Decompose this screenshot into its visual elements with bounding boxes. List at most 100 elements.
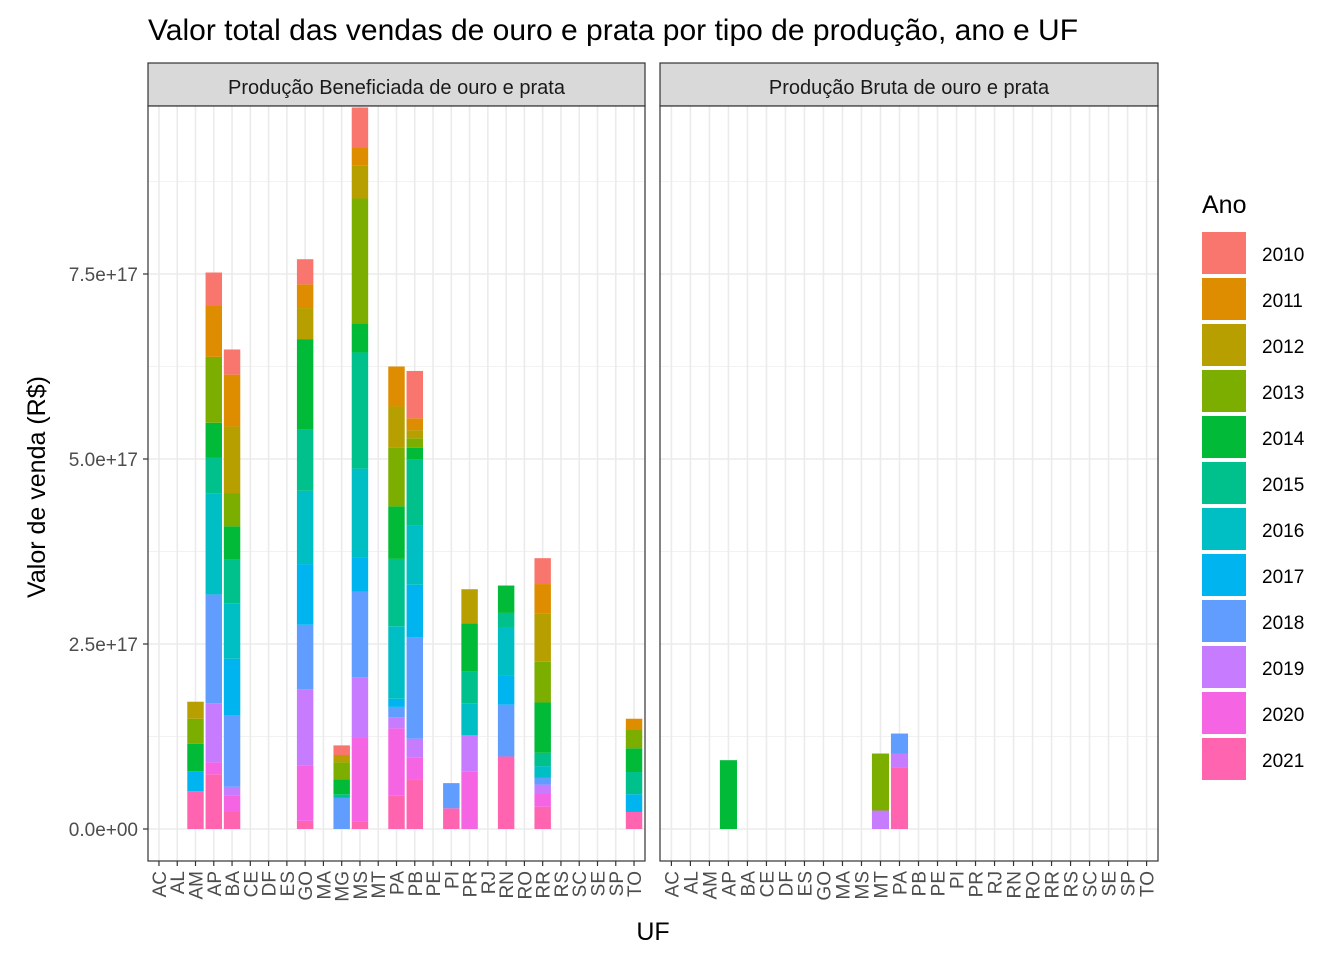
bar-RR-2018 (534, 777, 551, 785)
y-tick-label: 5.0e+17 (69, 450, 138, 471)
legend-item-2013: 2013 (1202, 370, 1304, 412)
legend-item-2018: 2018 (1202, 600, 1304, 642)
x-tick-label: AL (168, 871, 189, 894)
x-tick-label: MT (369, 871, 390, 899)
bar-MS-2016 (351, 468, 369, 558)
legend-label: 2018 (1262, 613, 1304, 634)
x-tick-label: MG (333, 871, 354, 902)
x-tick-label: RR (1043, 871, 1064, 898)
x-tick-label: DF (776, 871, 797, 896)
bar-AM-2014 (187, 743, 204, 772)
x-tick-label: GO (296, 871, 317, 901)
bar-MG-2014 (333, 779, 350, 795)
bar-MG-2018 (333, 797, 350, 829)
bar-PA-2021 (388, 795, 405, 829)
bar-AP-2014 (719, 760, 737, 829)
legend-label: 2021 (1262, 751, 1304, 772)
legend: Ano 2010 2011 2012 2013 2014 2015 2016 2017 2018… (1202, 191, 1305, 780)
bar-BA-2018 (223, 715, 241, 787)
legend-swatch (1202, 554, 1246, 596)
bar-RR-2021 (534, 806, 551, 829)
legend-swatch (1202, 738, 1246, 780)
x-tick-label: PE (424, 871, 445, 896)
facet-panel-2: Produção Bruta de ouro e prata ACALAMAPBA… (659, 62, 1159, 901)
bar-PR-2020 (461, 771, 478, 829)
bar-RN-2018 (497, 704, 515, 757)
bar-MT-2013 (871, 753, 890, 811)
bar-AP-2011 (205, 305, 223, 357)
x-tick-label: PI (442, 871, 463, 889)
bar-TO-2015 (625, 772, 643, 795)
bar-TO-2013 (625, 729, 643, 749)
bar-GO-2014 (296, 339, 314, 430)
facet-strip-label: Produção Bruta de ouro e prata (769, 77, 1050, 99)
bar-MG-2015 (333, 794, 350, 798)
legend-swatch (1202, 508, 1246, 550)
legend-label: 2010 (1262, 245, 1304, 266)
bar-MS-2013 (351, 198, 369, 324)
bar-PR-2015 (461, 671, 478, 704)
legend-item-2016: 2016 (1202, 508, 1304, 550)
bar-PA-2018 (890, 733, 909, 754)
bar-MS-2015 (351, 352, 369, 469)
x-tick-label: SE (1100, 871, 1121, 896)
bar-BA-2016 (223, 603, 241, 659)
bar-GO-2018 (296, 624, 314, 690)
bar-PA-2019 (388, 717, 405, 729)
legend-item-2015: 2015 (1202, 462, 1304, 504)
bar-GO-2019 (296, 689, 314, 766)
bar-GO-2021 (296, 820, 314, 829)
x-tick-label: MA (314, 871, 335, 900)
legend-label: 2019 (1262, 659, 1304, 680)
bar-GO-2020 (296, 765, 314, 821)
bar-MS-2017 (351, 557, 369, 592)
bar-PB-2015 (406, 459, 423, 526)
bar-AP-2010 (205, 272, 223, 306)
x-tick-label: RN (1005, 871, 1026, 898)
bar-PB-2013 (406, 438, 423, 448)
x-tick-label: RN (497, 871, 518, 898)
facet-panel-1: Produção Beneficiada de ouro e prata ACAL… (69, 62, 646, 902)
bar-AP-2019 (205, 703, 223, 763)
bar-PR-2016 (461, 703, 478, 736)
bar-PA-2017 (388, 698, 405, 707)
x-tick-label: SP (607, 871, 628, 896)
bar-MG-2012 (333, 755, 350, 763)
legend-label: 2014 (1262, 429, 1305, 450)
bar-RR-2019 (534, 784, 551, 794)
facet-strip (659, 62, 1159, 107)
bar-MG-2013 (333, 762, 350, 780)
x-tick-label: AC (662, 871, 683, 897)
legend-label: 2016 (1262, 521, 1304, 542)
bars (719, 733, 909, 829)
x-tick-label: RS (552, 871, 573, 897)
bar-PR-2014 (461, 623, 478, 672)
x-tick-label: RS (1062, 871, 1083, 897)
bar-PA-2011 (388, 366, 405, 407)
x-tick-label: MT (871, 871, 892, 899)
bar-TO-2021 (625, 811, 643, 829)
x-tick-label: BA (223, 871, 244, 897)
bar-AM-2017 (187, 771, 204, 792)
bar-PA-2019 (890, 753, 909, 768)
bar-TO-2017 (625, 794, 643, 812)
legend-swatch (1202, 370, 1246, 412)
x-tick-label: PB (406, 871, 427, 896)
legend-title: Ano (1202, 191, 1246, 219)
bar-TO-2011 (625, 718, 643, 730)
x-tick-label: AM (187, 871, 208, 900)
bar-RR-2016 (534, 766, 551, 778)
bar-GO-2012 (296, 308, 314, 340)
bar-AP-2018 (205, 594, 223, 704)
facet-strip-label: Produção Beneficiada de ouro e prata (228, 77, 566, 99)
legend-item-2017: 2017 (1202, 554, 1304, 596)
legend-item-2014: 2014 (1202, 416, 1305, 458)
bar-PB-2017 (406, 584, 423, 638)
bar-PI-2018 (443, 783, 460, 809)
bar-AP-2015 (205, 457, 223, 494)
grid (660, 106, 1158, 861)
legend-item-2019: 2019 (1202, 646, 1304, 688)
bar-RR-2013 (534, 661, 551, 703)
bars (187, 107, 643, 829)
